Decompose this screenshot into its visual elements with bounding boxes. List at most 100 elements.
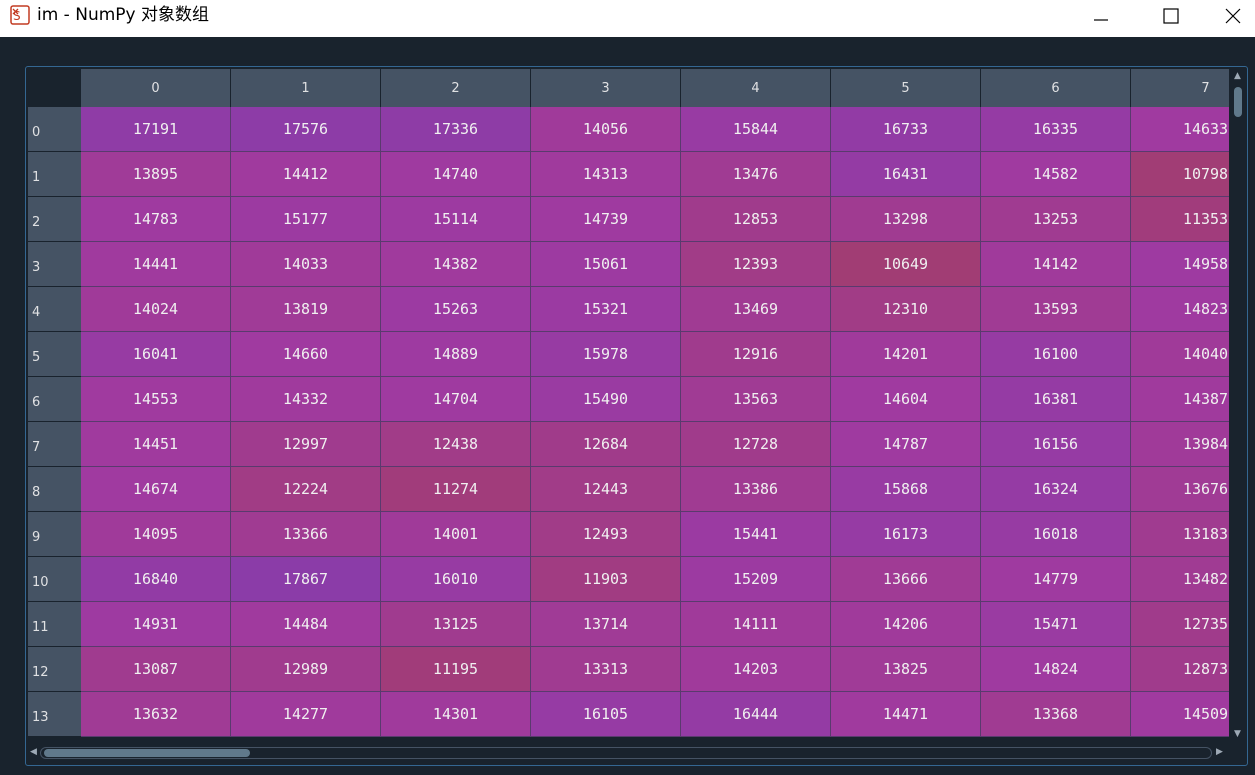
table-cell[interactable]: 13593 — [981, 287, 1131, 332]
table-cell[interactable]: 14332 — [231, 377, 381, 422]
table-cell[interactable]: 11903 — [531, 557, 681, 602]
horizontal-scrollbar[interactable]: ◀ ▶ — [28, 744, 1229, 762]
column-header-3[interactable]: 3 — [531, 69, 681, 107]
table-cell[interactable]: 17867 — [231, 557, 381, 602]
row-header-10[interactable]: 10 — [28, 557, 81, 602]
table-cell[interactable]: 15061 — [531, 242, 681, 287]
table-cell[interactable]: 13825 — [831, 647, 981, 692]
table-cell[interactable]: 14301 — [381, 692, 531, 737]
table-cell[interactable]: 14582 — [981, 152, 1131, 197]
table-cell[interactable]: 13313 — [531, 647, 681, 692]
table-cell[interactable]: 15490 — [531, 377, 681, 422]
table-cell[interactable]: 14387 — [1131, 377, 1229, 422]
column-header-4[interactable]: 4 — [681, 69, 831, 107]
table-cell[interactable]: 15263 — [381, 287, 531, 332]
table-cell[interactable]: 12873 — [1131, 647, 1229, 692]
table-cell[interactable]: 12310 — [831, 287, 981, 332]
table-cell[interactable]: 14142 — [981, 242, 1131, 287]
table-cell[interactable]: 15844 — [681, 107, 831, 152]
table-cell[interactable]: 13386 — [681, 467, 831, 512]
column-header-1[interactable]: 1 — [231, 69, 381, 107]
table-cell[interactable]: 16105 — [531, 692, 681, 737]
table-cell[interactable]: 13563 — [681, 377, 831, 422]
table-cell[interactable]: 14889 — [381, 332, 531, 377]
row-header-0[interactable]: 0 — [28, 107, 81, 152]
table-cell[interactable]: 13183 — [1131, 512, 1229, 557]
table-cell[interactable]: 14931 — [81, 602, 231, 647]
table-cell[interactable]: 14451 — [81, 422, 231, 467]
table-cell[interactable]: 12916 — [681, 332, 831, 377]
row-header-1[interactable]: 1 — [28, 152, 81, 197]
table-cell[interactable]: 10798 — [1131, 152, 1229, 197]
table-cell[interactable]: 12443 — [531, 467, 681, 512]
table-cell[interactable]: 14783 — [81, 197, 231, 242]
vertical-scroll-thumb[interactable] — [1234, 87, 1242, 117]
table-cell[interactable]: 13125 — [381, 602, 531, 647]
table-cell[interactable]: 11353 — [1131, 197, 1229, 242]
table-cell[interactable]: 16335 — [981, 107, 1131, 152]
table-cell[interactable]: 13298 — [831, 197, 981, 242]
table-cell[interactable]: 14056 — [531, 107, 681, 152]
table-cell[interactable]: 15471 — [981, 602, 1131, 647]
table-cell[interactable]: 16431 — [831, 152, 981, 197]
table-cell[interactable]: 14201 — [831, 332, 981, 377]
horizontal-scroll-track[interactable] — [40, 747, 1212, 759]
table-cell[interactable]: 16041 — [81, 332, 231, 377]
table-cell[interactable]: 14024 — [81, 287, 231, 332]
row-header-3[interactable]: 3 — [28, 242, 81, 287]
table-cell[interactable]: 16733 — [831, 107, 981, 152]
table-cell[interactable]: 14441 — [81, 242, 231, 287]
table-cell[interactable]: 14471 — [831, 692, 981, 737]
table-cell[interactable]: 16381 — [981, 377, 1131, 422]
close-button[interactable] — [1210, 0, 1255, 32]
table-cell[interactable]: 13476 — [681, 152, 831, 197]
table-cell[interactable]: 14704 — [381, 377, 531, 422]
scroll-left-icon[interactable]: ◀ — [30, 747, 37, 757]
table-cell[interactable]: 17576 — [231, 107, 381, 152]
table-cell[interactable]: 12393 — [681, 242, 831, 287]
table-cell[interactable]: 14313 — [531, 152, 681, 197]
table-cell[interactable]: 13253 — [981, 197, 1131, 242]
vertical-scrollbar[interactable]: ▲ ▼ — [1231, 69, 1245, 744]
maximize-button[interactable] — [1148, 0, 1194, 32]
table-cell[interactable]: 14382 — [381, 242, 531, 287]
table-cell[interactable]: 14412 — [231, 152, 381, 197]
table-cell[interactable]: 14674 — [81, 467, 231, 512]
table-cell[interactable]: 12853 — [681, 197, 831, 242]
table-cell[interactable]: 16100 — [981, 332, 1131, 377]
table-cell[interactable]: 12989 — [231, 647, 381, 692]
row-header-8[interactable]: 8 — [28, 467, 81, 512]
table-cell[interactable]: 15114 — [381, 197, 531, 242]
table-cell[interactable]: 14111 — [681, 602, 831, 647]
table-cell[interactable]: 14779 — [981, 557, 1131, 602]
table-cell[interactable]: 12997 — [231, 422, 381, 467]
table-cell[interactable]: 12438 — [381, 422, 531, 467]
minimize-button[interactable] — [1078, 0, 1124, 32]
table-cell[interactable]: 11195 — [381, 647, 531, 692]
table-cell[interactable]: 14001 — [381, 512, 531, 557]
table-cell[interactable]: 13819 — [231, 287, 381, 332]
table-cell[interactable]: 14277 — [231, 692, 381, 737]
row-header-13[interactable]: 13 — [28, 692, 81, 737]
table-cell[interactable]: 16018 — [981, 512, 1131, 557]
data-grid[interactable]: 17191 17576 17336 14056 15844 16733 16335 14633… — [81, 107, 1229, 744]
row-header-5[interactable]: 5 — [28, 332, 81, 377]
table-cell[interactable]: 13368 — [981, 692, 1131, 737]
row-header-11[interactable]: 11 — [28, 602, 81, 647]
table-cell[interactable]: 17191 — [81, 107, 231, 152]
table-cell[interactable]: 14206 — [831, 602, 981, 647]
table-cell[interactable]: 14823 — [1131, 287, 1229, 332]
table-cell[interactable]: 12735 — [1131, 602, 1229, 647]
row-header-7[interactable]: 7 — [28, 422, 81, 467]
table-cell[interactable]: 14958 — [1131, 242, 1229, 287]
table-cell[interactable]: 16156 — [981, 422, 1131, 467]
table-cell[interactable]: 14660 — [231, 332, 381, 377]
table-cell[interactable]: 13984 — [1131, 422, 1229, 467]
table-cell[interactable]: 17336 — [381, 107, 531, 152]
row-header-4[interactable]: 4 — [28, 287, 81, 332]
table-cell[interactable]: 16324 — [981, 467, 1131, 512]
table-cell[interactable]: 13714 — [531, 602, 681, 647]
scroll-up-icon[interactable]: ▲ — [1234, 71, 1241, 81]
table-cell[interactable]: 14824 — [981, 647, 1131, 692]
